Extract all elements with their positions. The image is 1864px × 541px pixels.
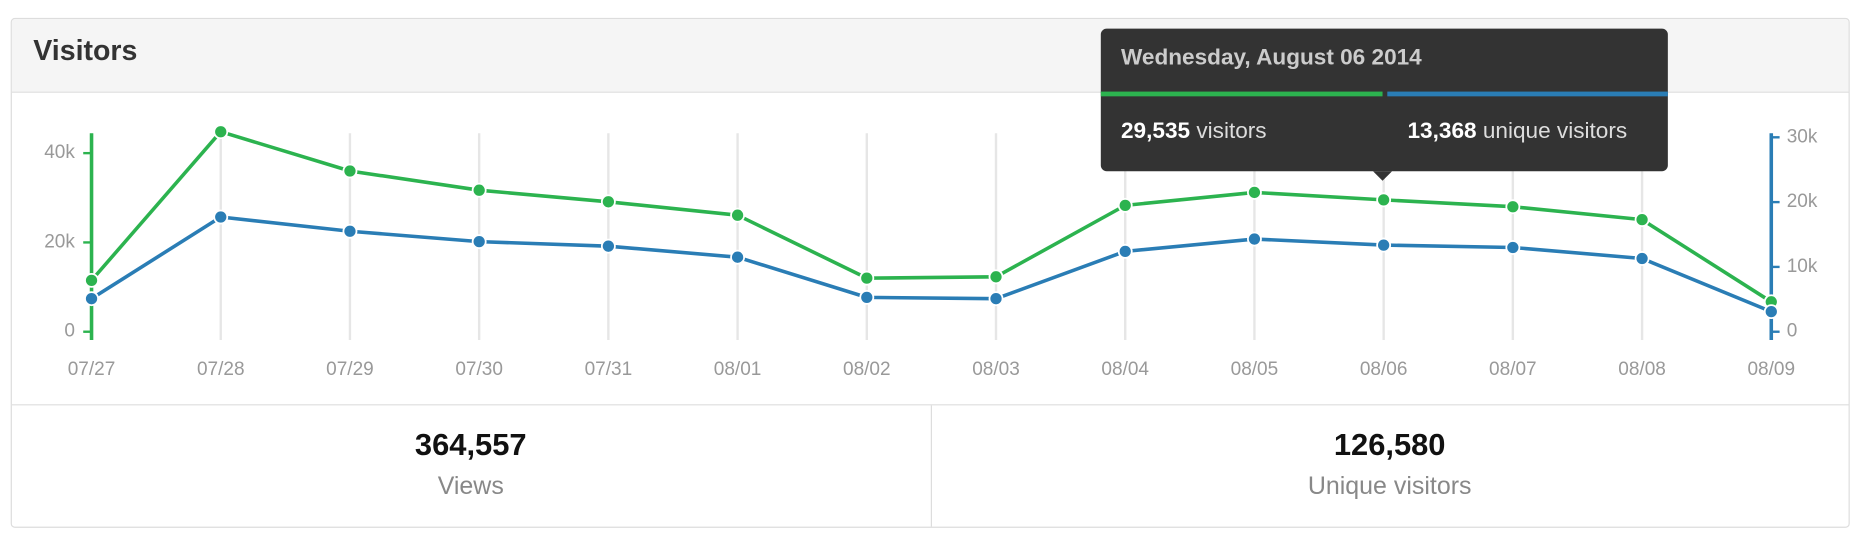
- tooltip-color-bar: [1100, 91, 1383, 97]
- data-point: [1634, 212, 1650, 228]
- plot: 07/27 07/28 07/29 07/30 07/31 08/01 08/02 08/03…: [44, 124, 1818, 380]
- header-title: Visitors: [33, 35, 137, 67]
- x-tick-label: 07/30: [455, 359, 503, 380]
- data-point: [859, 289, 875, 305]
- y-tick-label: 0: [64, 321, 75, 342]
- tooltip-color-bar: [1387, 91, 1668, 97]
- y-tick-label: 40k: [44, 142, 75, 163]
- stat-value: 364,557: [415, 427, 527, 462]
- data-point: [600, 194, 616, 210]
- x-tick-label: 08/06: [1360, 359, 1408, 380]
- data-point: [1247, 184, 1262, 200]
- data-point: [1247, 231, 1262, 247]
- x-tick-label: 08/01: [714, 359, 762, 380]
- x-tick-label: 07/27: [68, 359, 116, 380]
- tooltip-box: [1100, 28, 1668, 172]
- x-tick-label: 08/03: [972, 359, 1020, 380]
- y2-tick-label: 20k: [1787, 191, 1818, 212]
- series-line: [90, 129, 1773, 304]
- data-point: [342, 223, 358, 239]
- data-point: [988, 291, 1004, 307]
- x-tick-label: 07/29: [326, 359, 374, 380]
- data-point: [859, 270, 875, 286]
- tooltip-label: visitors: [1196, 118, 1266, 143]
- stat-label: Unique visitors: [1308, 472, 1472, 500]
- data-point: [1505, 199, 1521, 215]
- tooltip-value: 29,535: [1121, 118, 1190, 143]
- data-point: [1376, 192, 1392, 208]
- x-tick-label: 07/31: [585, 359, 633, 380]
- data-point: [1117, 243, 1133, 259]
- data-point: [84, 291, 99, 307]
- data-point: [1505, 240, 1521, 255]
- data-point: [1117, 197, 1133, 213]
- x-tick-label: 08/04: [1101, 359, 1149, 380]
- tooltip-title: Wednesday, August 06 2014: [1121, 44, 1422, 69]
- data-point: [988, 269, 1004, 285]
- stat-label: Views: [438, 472, 504, 500]
- data-point: [1634, 251, 1650, 266]
- data-point: [342, 163, 358, 179]
- x-tick-label: 08/05: [1231, 359, 1279, 380]
- stat-value: 126,580: [1334, 427, 1446, 462]
- y2-tick-label: 30k: [1787, 126, 1818, 147]
- x-tick-label: 08/02: [843, 359, 891, 380]
- data-point: [1376, 237, 1392, 253]
- data-point: [600, 238, 616, 254]
- tooltip-arrow: [1373, 171, 1393, 181]
- series-line: [90, 215, 1772, 314]
- x-tick-label: 08/08: [1618, 359, 1666, 380]
- tooltip-value: 13,368: [1408, 118, 1477, 143]
- x-tick-label: 08/07: [1489, 359, 1537, 380]
- y-tick-label: 20k: [44, 231, 75, 252]
- data-point: [213, 124, 229, 140]
- y2-tick-label: 10k: [1787, 256, 1818, 277]
- data-point: [471, 182, 487, 198]
- tooltip-label: unique visitors: [1483, 118, 1627, 143]
- data-point: [1763, 304, 1779, 320]
- data-point: [730, 249, 746, 265]
- data-point: [213, 209, 229, 225]
- tooltip-item: 29,535 visitors: [1121, 118, 1267, 143]
- data-point: [730, 207, 746, 223]
- y2-tick-label: 0: [1787, 321, 1798, 342]
- tooltip: Wednesday, August 06 2014 29,535 visitor…: [1100, 28, 1668, 181]
- data-point: [84, 272, 99, 288]
- x-tick-label: 07/28: [197, 359, 245, 380]
- tooltip-item: 13,368 unique visitors: [1408, 118, 1628, 143]
- data-point: [471, 234, 487, 250]
- x-tick-label: 08/09: [1747, 359, 1795, 380]
